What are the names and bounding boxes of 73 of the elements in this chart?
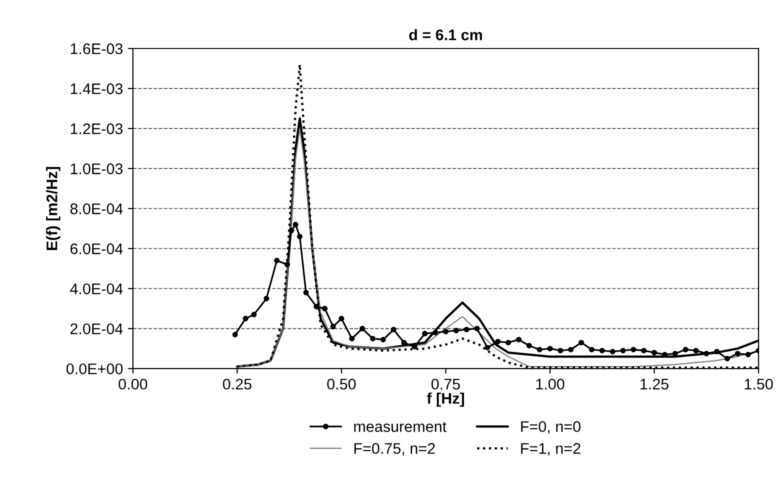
point bbox=[338, 316, 344, 322]
point bbox=[274, 258, 280, 264]
point bbox=[693, 348, 699, 354]
point bbox=[484, 344, 490, 350]
point bbox=[390, 326, 396, 332]
x-tick-label: 1.50 bbox=[744, 378, 773, 390]
point bbox=[296, 234, 303, 240]
point bbox=[526, 342, 532, 348]
point bbox=[558, 348, 564, 354]
x-tick-label: 0.50 bbox=[327, 378, 356, 390]
point bbox=[303, 290, 309, 296]
point bbox=[360, 326, 366, 332]
point bbox=[422, 330, 428, 336]
point bbox=[370, 336, 376, 342]
point bbox=[264, 296, 270, 302]
point bbox=[704, 350, 710, 356]
point bbox=[464, 326, 470, 332]
point bbox=[630, 346, 636, 352]
point bbox=[314, 304, 320, 310]
y-tick-label: 6.0E-04 bbox=[70, 243, 123, 254]
point bbox=[474, 326, 480, 332]
y-tick-label: 1.2E-03 bbox=[70, 123, 123, 134]
point bbox=[495, 338, 501, 344]
y-tick-label: 1.6E-03 bbox=[70, 43, 123, 54]
point bbox=[401, 340, 407, 346]
x-tick-label: 1.00 bbox=[536, 378, 564, 390]
point bbox=[232, 332, 238, 338]
point bbox=[349, 336, 355, 342]
x-tick-label: 0.75 bbox=[431, 378, 460, 390]
point bbox=[432, 330, 438, 336]
legend-label: F=1, n=2 bbox=[521, 443, 580, 456]
x-tick-label: 0.25 bbox=[222, 378, 252, 390]
y-tick-label: 4.0E-04 bbox=[70, 283, 123, 294]
legend-label: F=0.75, n=2 bbox=[354, 443, 435, 456]
point bbox=[641, 348, 647, 354]
point bbox=[536, 346, 542, 352]
point bbox=[547, 346, 553, 352]
point bbox=[724, 356, 730, 362]
point bbox=[568, 346, 574, 352]
point bbox=[322, 306, 328, 312]
point bbox=[682, 346, 688, 352]
y-tick-label: 2.0E-04 bbox=[70, 323, 123, 334]
point bbox=[292, 222, 298, 228]
point bbox=[288, 228, 294, 234]
point bbox=[442, 328, 449, 334]
y-tick-label: 0.0E+00 bbox=[66, 363, 123, 374]
point bbox=[610, 348, 616, 354]
point bbox=[734, 350, 740, 356]
y-tick-label: 8.0E-04 bbox=[70, 203, 123, 214]
point bbox=[251, 312, 257, 318]
point bbox=[506, 340, 512, 346]
point bbox=[242, 316, 248, 322]
point bbox=[516, 336, 522, 342]
point bbox=[651, 350, 658, 356]
point bbox=[380, 336, 386, 342]
x-tick-label: 1.25 bbox=[640, 378, 668, 390]
point bbox=[453, 328, 459, 334]
point bbox=[588, 346, 594, 352]
x-tick-label: 0.00 bbox=[118, 378, 148, 390]
point bbox=[599, 348, 605, 354]
point bbox=[714, 348, 720, 354]
point bbox=[330, 324, 336, 330]
x-axis-title: f [Hz] bbox=[426, 392, 464, 407]
y-tick-label: 1.4E-03 bbox=[70, 83, 123, 94]
point bbox=[620, 348, 626, 354]
y-axis-title: E(f) [m2/Hz] bbox=[46, 166, 60, 250]
point bbox=[578, 340, 584, 346]
chart-title: d = 6.1 cm bbox=[409, 29, 482, 40]
y-tick-label: 1.0E-03 bbox=[70, 163, 123, 174]
point bbox=[284, 262, 290, 268]
legend-label: measurement bbox=[354, 422, 446, 432]
legend-label: F=0, n=0 bbox=[521, 421, 580, 434]
point bbox=[745, 352, 751, 358]
